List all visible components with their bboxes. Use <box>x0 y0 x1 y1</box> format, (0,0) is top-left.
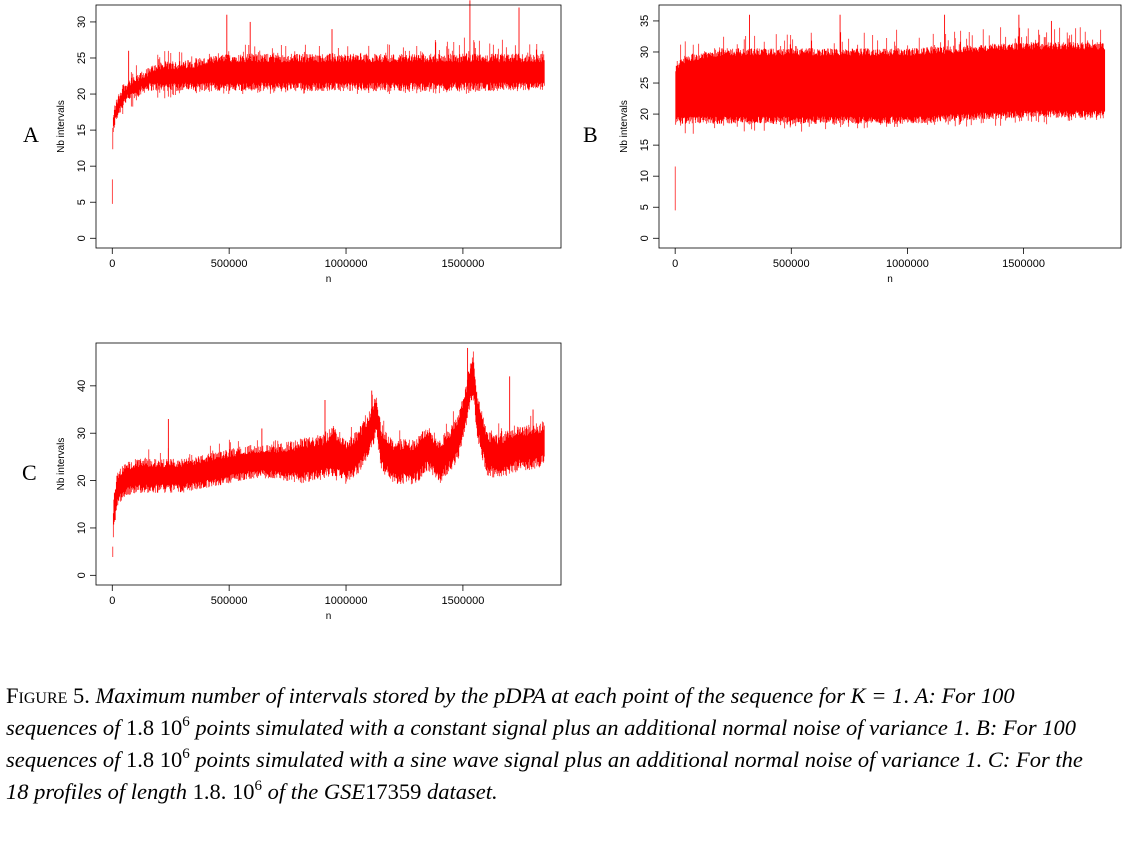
y-tick-label-b-6: 30 <box>639 46 651 58</box>
x-tick-label-a-2: 1000000 <box>325 258 368 270</box>
caption-figure-number: 5. <box>73 683 90 708</box>
y-tick-label-b-3: 15 <box>639 139 651 151</box>
x-tick-label-a-0: 0 <box>109 258 115 270</box>
caption-b-suffix: points simulated with a sine wave signal… <box>189 747 988 772</box>
x-axis-label-a: n <box>326 274 332 285</box>
y-tick-label-b-5: 25 <box>639 77 651 89</box>
x-tick-label-b-3: 1500000 <box>1002 258 1045 270</box>
y-tick-label-c-0: 0 <box>76 572 88 578</box>
caption-c-number: 1.8. 10 <box>192 779 255 804</box>
figure-caption: Figure 5. Maximum number of intervals st… <box>6 680 1106 808</box>
caption-a-exponent: 6 <box>182 714 190 730</box>
series-band-b <box>674 27 1106 211</box>
caption-c-exponent: 6 <box>254 778 263 794</box>
x-tick-label-a-3: 1500000 <box>441 258 484 270</box>
caption-a-suffix: points simulated with a constant signal … <box>189 715 976 740</box>
y-tick-label-b-4: 20 <box>639 108 651 120</box>
y-axis-label-a: Nb intervals <box>56 100 67 153</box>
caption-c-gse: GSE <box>323 779 366 804</box>
x-tick-label-c-0: 0 <box>109 595 115 607</box>
y-tick-label-b-1: 5 <box>639 204 651 210</box>
series-band-c <box>112 351 545 557</box>
caption-c-mid: of the <box>262 779 324 804</box>
x-axis-label-c: n <box>326 611 332 622</box>
x-tick-label-b-0: 0 <box>672 258 678 270</box>
y-tick-label-a-4: 20 <box>76 88 88 100</box>
x-tick-label-b-1: 500000 <box>773 258 810 270</box>
caption-c-suffix: dataset. <box>421 779 498 804</box>
y-tick-label-c-3: 30 <box>76 427 88 439</box>
panel-label-a: A <box>23 122 39 147</box>
y-tick-label-a-2: 10 <box>76 160 88 172</box>
x-tick-label-c-2: 1000000 <box>325 595 368 607</box>
figure-charts: 0 500000 1000000 1500000 0 5 10 15 20 25 30 n Nb int… <box>56 0 1122 622</box>
caption-a-prefix: A: For 100 sequences of <box>6 683 1015 740</box>
y-tick-label-a-6: 30 <box>76 16 88 28</box>
caption-b-exponent: 6 <box>182 746 190 762</box>
x-axis-label-b: n <box>887 274 893 285</box>
y-tick-label-c-1: 10 <box>76 522 88 534</box>
plot-frame-a <box>95 4 562 249</box>
chart-c: 0 500000 1000000 1500000 0 10 20 30 40 n Nb interv… <box>56 342 562 622</box>
caption-b-prefix: B: For 100 sequences of <box>6 715 1076 772</box>
y-axis-label-b: Nb intervals <box>619 100 630 153</box>
series-b <box>674 14 1106 211</box>
x-tick-label-b-2: 1000000 <box>886 258 929 270</box>
chart-b: 0 500000 1000000 1500000 0 5 10 15 20 25 30 35 n Nb i… <box>619 4 1122 285</box>
panel-label-b: B <box>583 122 598 147</box>
y-tick-label-a-3: 15 <box>76 124 88 136</box>
y-tick-label-b-2: 10 <box>639 170 651 182</box>
caption-c-gse-number: 17359 <box>365 779 422 804</box>
y-tick-label-c-2: 20 <box>76 474 88 486</box>
y-tick-label-a-1: 5 <box>76 199 88 205</box>
x-tick-label-c-3: 1500000 <box>441 595 484 607</box>
series-c <box>112 347 545 557</box>
caption-k-equation: K = 1 <box>850 683 904 708</box>
caption-b-number: 1.8 10 <box>125 747 183 772</box>
caption-sentence-1: Maximum number of intervals stored by th… <box>95 683 851 708</box>
x-tick-label-a-1: 500000 <box>211 258 248 270</box>
chart-a: 0 500000 1000000 1500000 0 5 10 15 20 25 30 n Nb int… <box>56 0 562 285</box>
plot-frame-c <box>95 342 562 586</box>
x-tick-label-c-1: 500000 <box>211 595 248 607</box>
plot-frame-b <box>658 4 1122 249</box>
y-axis-label-c: Nb intervals <box>56 438 67 491</box>
y-tick-label-a-5: 25 <box>76 52 88 64</box>
series-band-a <box>111 37 545 204</box>
caption-a-number: 1.8 10 <box>125 715 183 740</box>
caption-figure-word: Figure <box>6 683 68 708</box>
series-a <box>111 0 545 204</box>
caption-c-prefix: C: For the 18 profiles of length <box>6 747 1083 804</box>
y-tick-label-a-0: 0 <box>76 235 88 241</box>
y-tick-label-c-4: 40 <box>76 380 88 392</box>
caption-period: . <box>903 683 909 708</box>
panel-label-c: C <box>22 460 37 485</box>
y-tick-label-b-0: 0 <box>639 235 651 241</box>
y-tick-label-b-7: 35 <box>639 15 651 27</box>
